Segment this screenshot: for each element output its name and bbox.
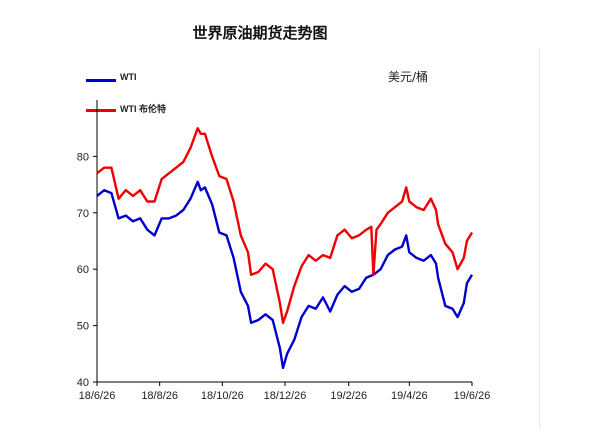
y-tick-label: 40 (77, 377, 89, 389)
y-tick-label: 80 (77, 151, 89, 163)
legend: WTI WTI 布伦特 (86, 72, 286, 132)
y-tick-label: 70 (77, 208, 89, 220)
legend-item-brent: WTI 布伦特 (86, 102, 286, 118)
axes: 40 50 60 70 80 18/6/26 18/8/26 18/10/26 18/12/26… (77, 100, 491, 402)
unit-label: 美元/桶 (388, 70, 429, 84)
legend-label-wti: WTI (120, 72, 137, 82)
x-tick-label: 19/6/26 (454, 390, 491, 402)
series-line-wti (96, 180, 474, 370)
x-tick-label: 19/4/26 (391, 390, 428, 402)
legend-label-brent: WTI 布伦特 (120, 104, 166, 114)
chart-title: 世界原油期货走势图 (192, 24, 328, 42)
series-line-brent (96, 126, 474, 324)
legend-swatch-brent (86, 109, 116, 112)
legend-swatch-wti (86, 79, 116, 82)
x-tick-label: 19/2/26 (330, 390, 367, 402)
x-tick-label: 18/12/26 (264, 390, 307, 402)
x-tick-label: 18/6/26 (79, 390, 116, 402)
legend-item-wti: WTI (86, 72, 286, 88)
x-tick-label: 18/8/26 (141, 390, 178, 402)
y-tick-label: 60 (77, 264, 89, 276)
y-tick-label: 50 (77, 321, 89, 333)
series-layer (96, 126, 474, 370)
x-tick-label: 18/10/26 (201, 390, 244, 402)
